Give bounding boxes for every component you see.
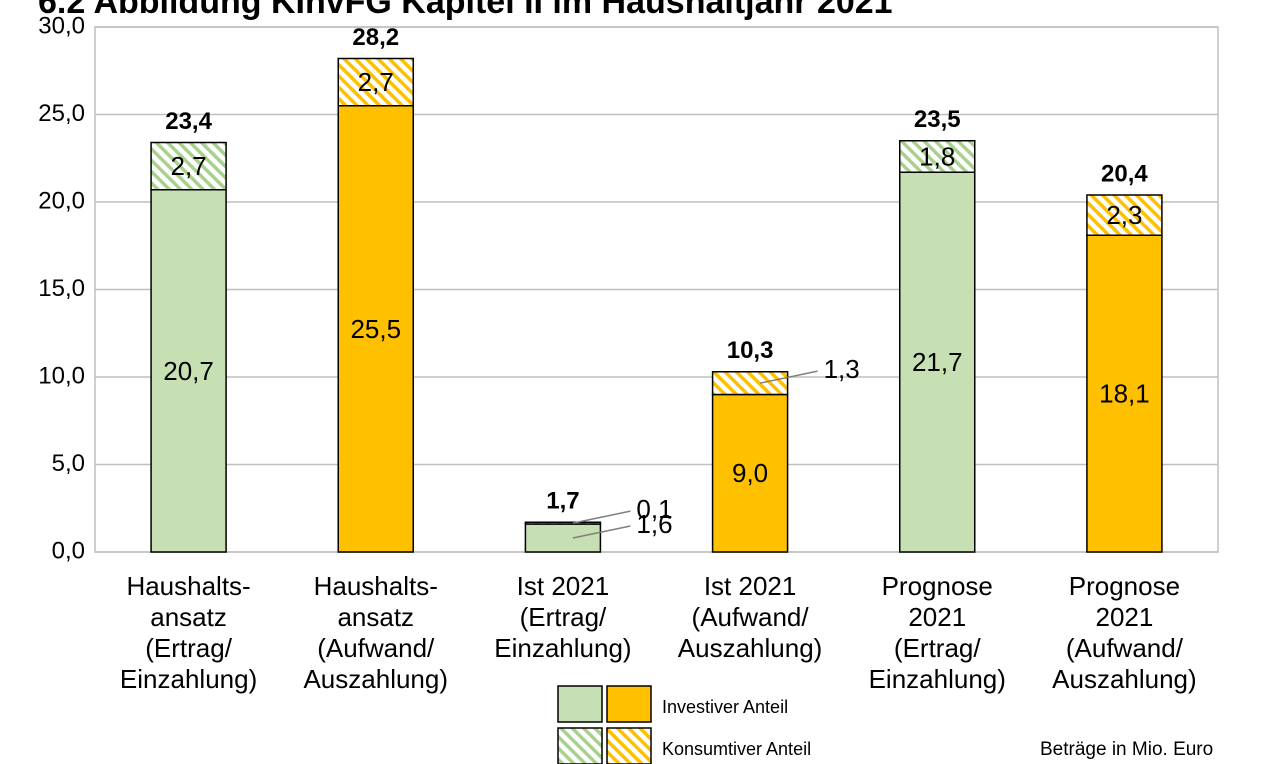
y-tick-label: 15,0 [38, 275, 85, 302]
leader-line [759, 370, 818, 384]
total-label: 10,3 [727, 337, 774, 364]
data-label: 9,0 [732, 458, 768, 488]
bar-segment [1086, 194, 1163, 236]
note: Beträge in Mio. Euro [1040, 739, 1213, 760]
x-tick-label-line: ansatz [150, 602, 227, 632]
legend-swatch [606, 685, 652, 723]
y-tick-label: 10,0 [38, 362, 85, 389]
data-label: 2,3 [1106, 200, 1142, 230]
x-tick-label-line: (Ertrag/ [145, 633, 232, 663]
y-tick-label: 5,0 [52, 450, 85, 477]
x-tick-label-line: Auszahlung) [303, 664, 448, 694]
x-tick-label-line: Prognose [882, 571, 993, 601]
x-tick-label-line: Auszahlung) [678, 633, 823, 663]
x-tick-label-line: Prognose [1069, 571, 1180, 601]
x-tick-label-line: ansatz [337, 602, 414, 632]
x-tick-label: Prognose 2021 (Aufwand/Auszahlung) [1052, 571, 1197, 694]
x-tick-label-line: (Ertrag/ [894, 633, 981, 663]
data-label: 1,6 [636, 509, 672, 539]
x-tick-label-line: (Aufwand/ [1066, 633, 1184, 663]
legend-swatch [557, 727, 603, 764]
x-tick-label-line: Auszahlung) [1052, 664, 1197, 694]
bar-segment [524, 523, 602, 553]
y-tick-label: 0,0 [52, 537, 85, 564]
total-label: 20,4 [1101, 160, 1148, 187]
legend-label: Investiver Anteil [662, 697, 788, 717]
bar-segment [899, 140, 976, 173]
bar-segment [337, 57, 414, 107]
legend-swatch [557, 685, 603, 723]
y-tick-label: 25,0 [38, 100, 85, 127]
total-label: 23,5 [914, 106, 961, 133]
total-label: 23,4 [165, 108, 212, 135]
x-tick-label: Ist 2021 (Ertrag/Einzahlung) [494, 571, 631, 663]
data-label: 18,1 [1099, 379, 1150, 409]
legend-label: Konsumtiver Anteil [662, 739, 811, 759]
x-tick-label-line: (Aufwand/ [317, 633, 435, 663]
data-label: 1,8 [919, 141, 955, 171]
x-tick-label: Haushalts-ansatz (Aufwand/Auszahlung) [303, 571, 448, 694]
legend-swatch [606, 727, 652, 764]
x-tick-label: Ist 2021 (Aufwand/Auszahlung) [678, 571, 823, 663]
data-label: 2,7 [358, 67, 394, 97]
total-label: 28,2 [352, 24, 399, 51]
bar-segment [337, 105, 414, 553]
x-tick-label-line: Haushalts- [126, 571, 250, 601]
x-tick-label: Haushalts-ansatz (Ertrag/Einzahlung) [120, 571, 257, 694]
x-tick-label-line: (Ertrag/ [520, 602, 607, 632]
x-tick-label: Prognose 2021 (Ertrag/Einzahlung) [869, 571, 1006, 694]
leader-line [572, 525, 631, 539]
x-tick-label-line: Haushalts- [314, 571, 438, 601]
x-tick-label-line: Ist 2021 [517, 571, 610, 601]
data-label: 1,3 [824, 354, 860, 384]
bar-segment [711, 371, 789, 396]
y-tick-label: 30,0 [38, 12, 85, 39]
x-tick-label-line: Einzahlung) [869, 664, 1006, 694]
x-tick-label-line: 2021 [1095, 602, 1153, 632]
data-label: 25,5 [350, 314, 401, 344]
y-tick-label: 20,0 [38, 187, 85, 214]
x-tick-label-line: Ist 2021 [704, 571, 797, 601]
x-tick-label-line: 2021 [908, 602, 966, 632]
bar-segment [150, 189, 227, 553]
bar-segment [524, 521, 602, 525]
chart-title: 6.2 Abbildung KInvFG Kapitel II im Haush… [38, 0, 893, 21]
x-tick-label-line: (Aufwand/ [692, 602, 810, 632]
x-tick-label-line: Einzahlung) [494, 633, 631, 663]
data-label: 21,7 [912, 347, 963, 377]
data-label: 2,7 [171, 151, 207, 181]
data-label: 0,1 [636, 494, 672, 524]
data-label: 20,7 [163, 356, 214, 386]
x-tick-label-line: Einzahlung) [120, 664, 257, 694]
bar-segment [1086, 234, 1163, 553]
leader-line [572, 510, 631, 524]
total-label: 1,7 [546, 488, 579, 515]
bar-segment [150, 141, 227, 191]
